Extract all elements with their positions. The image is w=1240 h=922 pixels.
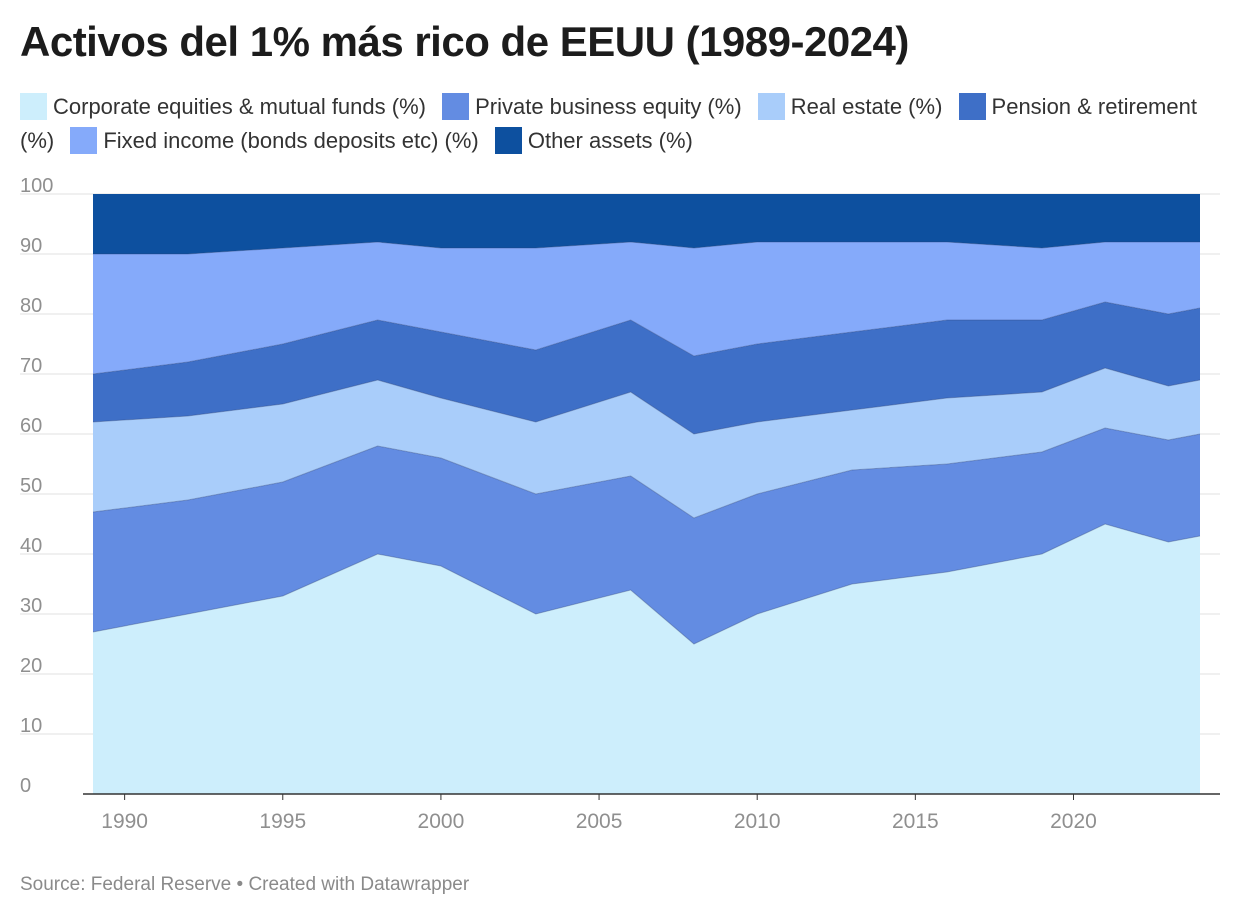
source-text: Source: Federal Reserve [20, 874, 232, 895]
legend-item: Fixed income (bonds deposits etc) (%) [70, 127, 479, 154]
area-series-1 [93, 428, 1200, 644]
x-axis: 1990 1995 2000 2005 2010 2015 2020 [83, 793, 1220, 833]
legend-label: Real estate (%) [790, 94, 943, 119]
area-boundary-1 [92, 427, 1201, 519]
area-boundary-3 [92, 301, 1201, 375]
credit-text: Created with Datawrapper [248, 874, 470, 895]
y-tick-label-40: 40 [20, 535, 42, 557]
footer-separator: • [231, 874, 249, 895]
legend-label: Fixed income (bonds deposits etc) (%) [103, 128, 479, 153]
y-tick-label-80: 80 [20, 295, 42, 317]
y-tick-label-10: 10 [20, 715, 42, 737]
legend-item: Real estate (%) [757, 93, 943, 120]
legend-item: Corporate equities & mutual funds (%) [20, 93, 426, 120]
y-tick-label-90: 90 [20, 235, 42, 257]
legend-swatch [958, 93, 986, 120]
x-tick-label-1995: 1995 [259, 810, 306, 833]
y-tick-label-50: 50 [20, 475, 42, 497]
y-tick-label-20: 20 [20, 655, 42, 677]
legend-swatch [494, 127, 522, 154]
y-tick-label-60: 60 [20, 415, 42, 437]
chart-footer: Source: Federal Reserve • Created with D… [20, 874, 469, 896]
legend-item: Private business equity (%) [442, 93, 742, 120]
area-series-3 [93, 302, 1200, 434]
y-tick-label-100: 100 [20, 175, 53, 197]
area-series-4 [93, 242, 1200, 374]
legend-label: Private business equity (%) [475, 94, 742, 119]
x-tick-label-2015: 2015 [892, 810, 939, 833]
legend-item: Pension & retirement (%) [20, 93, 1197, 153]
legend-label: Corporate equities & mutual funds (%) [53, 94, 426, 119]
x-tick-label-2020: 2020 [1050, 810, 1097, 833]
area-boundary-0 [92, 523, 1201, 645]
area-boundary-2 [92, 367, 1201, 435]
chart-title: Activos del 1% más rico de EEUU (1989-20… [20, 18, 909, 65]
y-tick-label-0: 0 [20, 775, 31, 797]
area-series-2 [93, 368, 1200, 518]
y-tick-label-30: 30 [20, 595, 42, 617]
area-layers [92, 194, 1201, 794]
area-series-5 [93, 194, 1200, 254]
legend-swatch [70, 127, 98, 154]
legend-item: Other assets (%) [494, 127, 693, 154]
x-tick-label-2000: 2000 [418, 810, 465, 833]
legend-swatch [442, 93, 470, 120]
y-axis-labels: 0 10 20 30 40 50 60 70 80 90 100 [20, 175, 53, 797]
x-tick-label-2005: 2005 [576, 810, 623, 833]
legend-label: Pension & retirement (%) [20, 94, 1197, 153]
y-tick-label-70: 70 [20, 355, 42, 377]
x-tick-label-1990: 1990 [101, 810, 148, 833]
chart-legend: Corporate equities & mutual funds (%) Pr… [20, 90, 1200, 158]
area-boundary-4 [93, 241, 1200, 255]
legend-label: Other assets (%) [527, 128, 693, 153]
legend-swatch [20, 93, 47, 120]
x-tick-label-2010: 2010 [734, 810, 781, 833]
area-series-0 [93, 524, 1200, 794]
legend-swatch [757, 93, 785, 120]
area-chart: 0 10 20 30 40 50 60 70 80 90 100 1990 1995 2000 2005 2… [20, 175, 1220, 833]
